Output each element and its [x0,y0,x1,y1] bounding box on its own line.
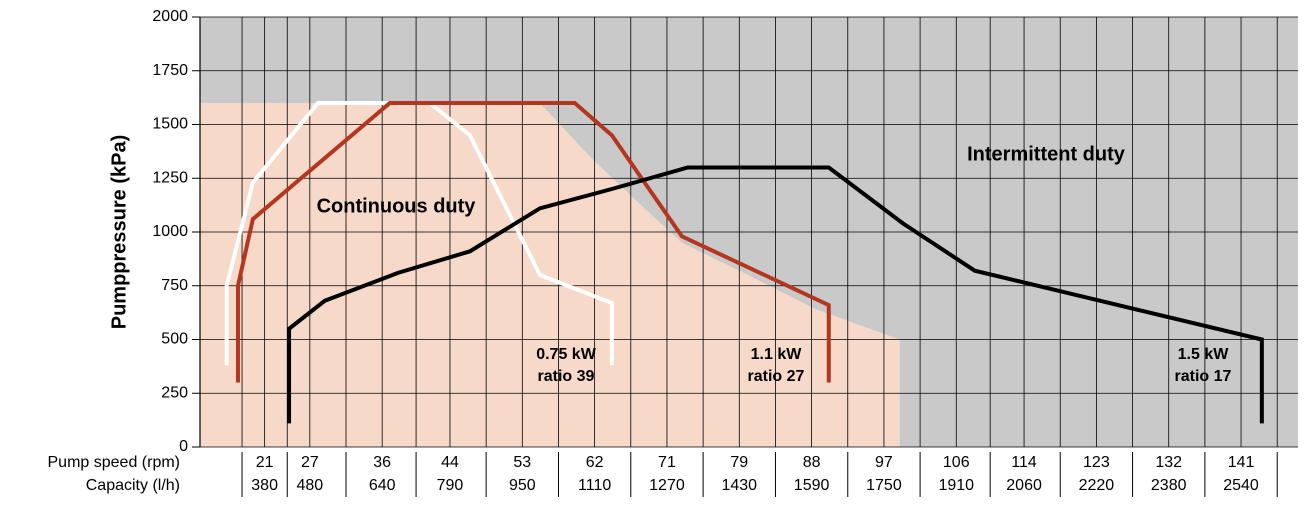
pump-speed-label: 36 [373,454,391,471]
capacity-label: 1110 [578,477,611,494]
capacity-label: 1590 [794,477,830,494]
series-note: ratio 39 [538,368,595,385]
capacity-label: 380 [251,477,278,494]
pump-speed-label: 123 [1083,454,1110,471]
line-series [287,165,1264,424]
pump-speed-label: 97 [875,454,893,471]
y-axis-label: Pumppressure (kPa) [108,135,130,330]
pump-speed-label: 62 [586,454,604,471]
y-tick-label: 1750 [152,62,188,79]
capacity-label: 1270 [649,477,685,494]
line-series [235,101,831,383]
pump-speed-label: 88 [803,454,821,471]
pump-speed-label: 114 [1011,454,1037,471]
y-tick-label: 2000 [152,8,188,25]
region-label: Continuous duty [317,195,477,217]
y-tick-label: 1250 [152,169,188,186]
capacity-label: 1910 [938,477,974,494]
pump-speed-label: 141 [1228,454,1255,471]
row-label: Pump speed (rpm) [48,454,181,471]
capacity-label: 640 [369,477,396,494]
capacity-label: 950 [509,477,536,494]
y-tick-label: 1500 [152,116,188,133]
row-label: Capacity (l/h) [86,477,180,494]
pump-speed-label: 44 [441,454,459,471]
capacity-label: 2220 [1079,477,1115,494]
pump-speed-label: 71 [658,454,676,471]
y-tick-label: 1000 [152,223,188,240]
pump-speed-label: 27 [301,454,319,471]
series-note: ratio 17 [1175,368,1232,385]
y-tick-label: 0 [179,438,188,455]
pump-speed-label: 21 [256,454,274,471]
pump-speed-label: 53 [513,454,531,471]
capacity-label: 2380 [1151,477,1187,494]
pump-speed-label: 106 [943,454,970,471]
y-tick-label: 500 [161,331,188,348]
y-tick-label: 750 [161,277,188,294]
capacity-label: 1750 [866,477,902,494]
continuous-region [200,103,900,447]
capacity-label: 790 [437,477,464,494]
series-label: 1.1 kW [751,346,803,363]
pump-speed-label: 79 [730,454,748,471]
series-label: 0.75 kW [536,346,596,363]
series-note: ratio 27 [748,368,805,385]
pump-speed-label: 132 [1155,454,1182,471]
series-label: 1.5 kW [1178,346,1230,363]
capacity-label: 1430 [721,477,757,494]
region-label: Intermittent duty [967,143,1126,165]
capacity-label: 480 [296,477,323,494]
capacity-label: 2060 [1006,477,1042,494]
y-tick-label: 250 [161,384,188,401]
capacity-label: 2540 [1223,477,1259,494]
